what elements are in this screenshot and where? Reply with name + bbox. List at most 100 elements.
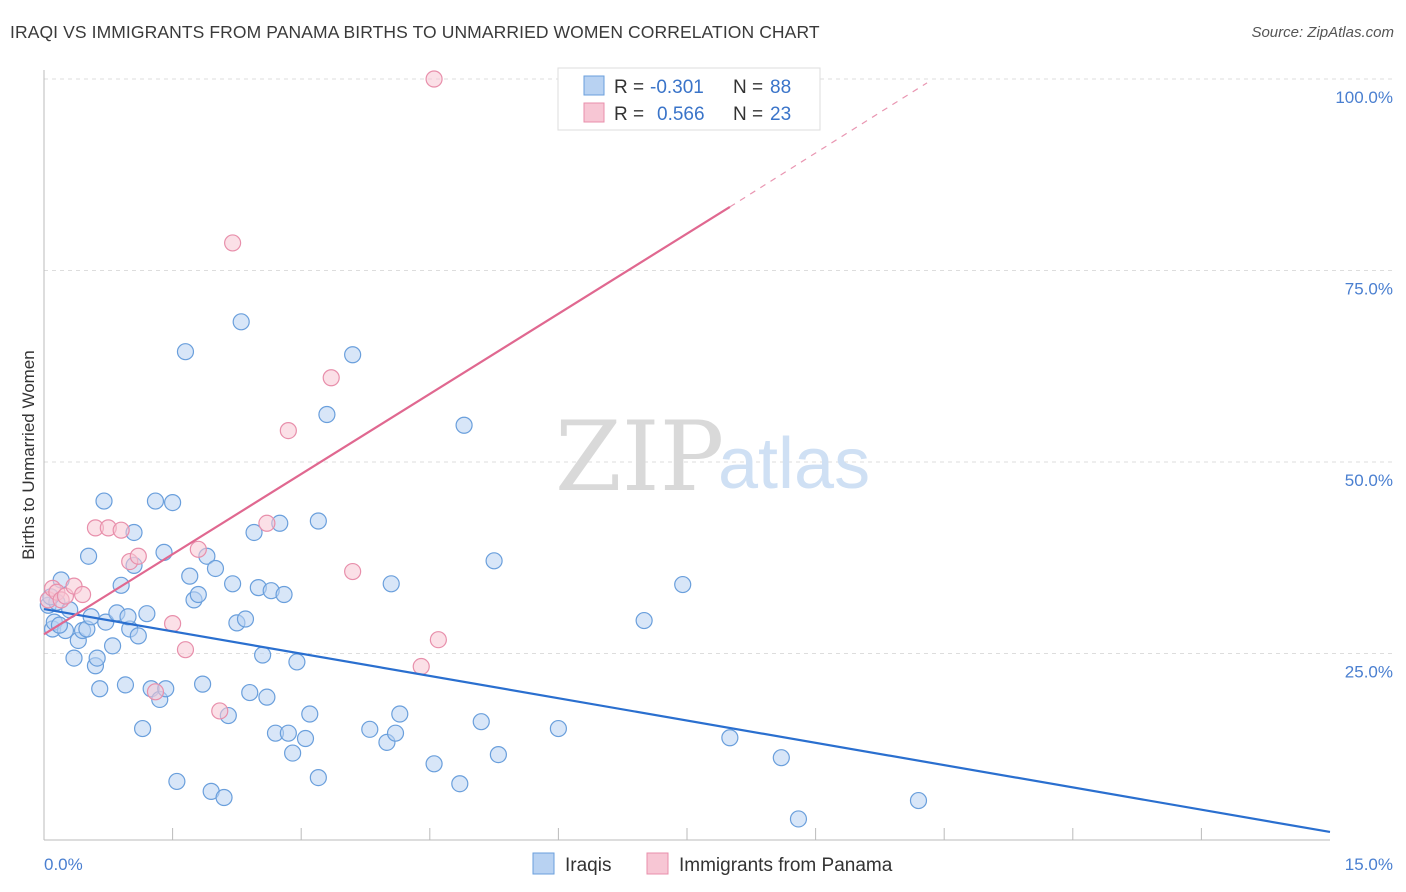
- iraqis-point: [674, 575, 692, 594]
- legend-n-label-iraqis: N =: [733, 77, 763, 98]
- trend-lines: [43, 82, 1331, 834]
- x-tick-label-max: 15.0%: [1345, 855, 1393, 874]
- legend-top: R = -0.301 N = 88 R = 0.566 N = 23: [557, 67, 821, 131]
- legend-r-label-panama: R =: [614, 104, 644, 125]
- panama-point: [176, 641, 195, 659]
- iraqis-point: [129, 627, 147, 645]
- iraqis-point: [361, 720, 379, 738]
- gridlines: [44, 78, 1392, 654]
- iraqis-point: [95, 492, 113, 510]
- iraqis-point: [279, 724, 297, 742]
- iraqis-point: [232, 313, 250, 331]
- x-axis-ticks: [172, 828, 1202, 840]
- y-tick-label-75: 75.0%: [1345, 280, 1393, 299]
- iraqis-point: [79, 547, 98, 565]
- iraqis-point: [254, 646, 272, 664]
- iraqis-point: [103, 637, 122, 655]
- iraqis-point: [155, 543, 173, 561]
- legend-n-value-iraqis: 88: [770, 77, 791, 98]
- watermark-zip: ZIP: [555, 401, 724, 513]
- iraqis-point: [789, 810, 808, 828]
- panama-point: [258, 514, 276, 532]
- iraqis-point: [451, 775, 469, 793]
- iraqis-point: [318, 405, 336, 424]
- iraqis-point: [309, 512, 327, 530]
- iraqis-point: [164, 493, 182, 512]
- iraqis-point: [168, 772, 186, 791]
- series-iraqis-points: [39, 313, 928, 828]
- iraqis-point: [344, 346, 362, 364]
- iraqis-point: [189, 585, 207, 604]
- panama-point: [429, 631, 447, 649]
- y-axis-title: Births to Unmarried Women: [19, 350, 38, 559]
- panama-point: [73, 585, 92, 604]
- panama-point: [146, 683, 165, 701]
- iraqis-point: [301, 705, 319, 723]
- legend-swatch-panama: [583, 102, 605, 123]
- iraqis-point: [245, 523, 263, 542]
- panama-point: [412, 657, 430, 676]
- series-panama-points: [39, 70, 447, 720]
- bottom-legend-label-panama: Immigrants from Panama: [679, 855, 893, 876]
- iraqis-point: [194, 675, 212, 693]
- iraqis-point: [472, 713, 490, 731]
- iraqis-point: [65, 649, 83, 667]
- panama-point: [164, 615, 182, 633]
- legend-r-label-iraqis: R =: [614, 77, 644, 98]
- iraqis-point: [116, 676, 135, 694]
- panama-point: [425, 70, 443, 88]
- bottom-legend-label-iraqis: Iraqis: [565, 855, 611, 876]
- iraqis-point: [284, 744, 302, 762]
- iraqis-point: [215, 788, 233, 807]
- iraqis-point: [288, 653, 306, 671]
- iraqis-point: [88, 649, 106, 667]
- iraqis-point: [224, 575, 242, 593]
- bottom-legend-swatch-iraqis: [532, 852, 555, 875]
- iraqis-point: [721, 729, 739, 747]
- chart-title: IRAQI VS IMMIGRANTS FROM PANAMA BIRTHS T…: [10, 22, 820, 42]
- panama-point: [129, 547, 147, 565]
- trend-line-panama-extension: [729, 82, 928, 208]
- iraqis-point: [485, 552, 503, 570]
- iraqis-point: [181, 567, 199, 585]
- iraqis-point: [386, 724, 405, 742]
- watermark-atlas: atlas: [718, 424, 870, 504]
- panama-point: [224, 234, 242, 252]
- trend-line-panama: [43, 205, 731, 636]
- legend-n-label-panama: N =: [733, 104, 763, 125]
- panama-point: [279, 421, 297, 440]
- iraqis-point: [236, 610, 255, 628]
- iraqis-point: [909, 791, 928, 810]
- trend-line-iraqis: [43, 607, 1331, 834]
- y-tick-label-50: 50.0%: [1345, 471, 1393, 490]
- iraqis-point: [258, 688, 276, 706]
- bottom-legend-swatch-panama: [646, 852, 669, 875]
- iraqis-point: [425, 755, 443, 773]
- iraqis-point: [309, 768, 327, 787]
- iraqis-point: [455, 416, 473, 434]
- legend-r-value-panama: 0.566: [657, 104, 705, 125]
- chart-source: Source: ZipAtlas.com: [1251, 24, 1394, 41]
- legend-n-value-panama: 23: [770, 104, 791, 125]
- iraqis-point: [146, 492, 165, 510]
- legend-r-value-iraqis: -0.301: [650, 77, 704, 98]
- iraqis-point: [275, 585, 293, 604]
- iraqis-point: [206, 559, 225, 578]
- legend-swatch-iraqis: [583, 75, 605, 96]
- y-tick-labels: 25.0% 50.0% 75.0% 100.0%: [1335, 88, 1393, 682]
- legend-bottom: Iraqis Immigrants from Panama: [532, 852, 893, 876]
- iraqis-point: [91, 680, 109, 698]
- panama-point: [189, 540, 207, 558]
- iraqis-point: [176, 343, 195, 361]
- iraqis-point: [772, 749, 790, 767]
- iraqis-point: [138, 605, 156, 623]
- iraqis-point: [489, 746, 507, 764]
- y-tick-label-100: 100.0%: [1335, 88, 1393, 107]
- y-tick-label-25: 25.0%: [1345, 663, 1393, 682]
- iraqis-point: [241, 683, 259, 702]
- x-tick-label-min: 0.0%: [44, 855, 83, 874]
- panama-point: [344, 562, 362, 581]
- iraqis-point: [391, 705, 409, 723]
- panama-point: [112, 521, 130, 539]
